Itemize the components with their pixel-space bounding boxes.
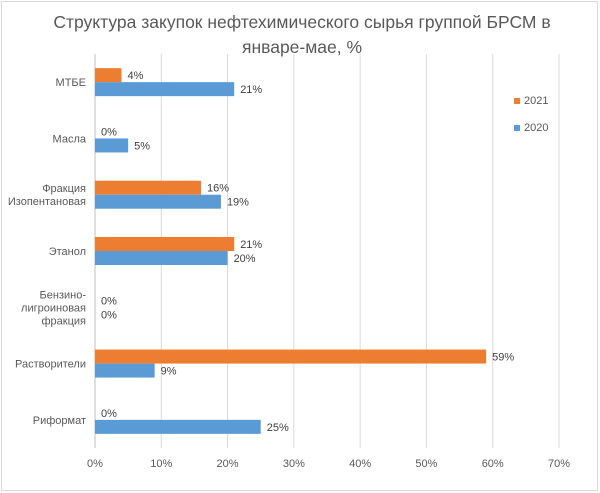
x-tick-label: 40% — [349, 458, 371, 470]
bar-2020 — [95, 419, 261, 434]
bar-2020 — [95, 251, 228, 265]
bar-2020 — [95, 363, 155, 378]
bar-2021 — [95, 237, 235, 251]
data-label: 59% — [492, 352, 514, 364]
bar-2020 — [95, 138, 129, 153]
data-label: 21% — [240, 239, 262, 251]
category-label: Риформат — [33, 415, 86, 427]
x-tick-label: 30% — [283, 458, 305, 470]
category-label: фракция — [42, 315, 87, 327]
legend-label: 2020 — [524, 122, 548, 134]
data-label: 5% — [134, 140, 150, 152]
x-tick-label: 60% — [482, 458, 504, 470]
category-label: Этанол — [49, 246, 86, 258]
data-label: 19% — [227, 197, 249, 209]
x-tick-label: 20% — [217, 458, 239, 470]
bar-2020 — [95, 194, 221, 209]
legend-swatch-2020 — [514, 125, 520, 131]
data-label: 16% — [207, 183, 229, 195]
x-tick-label: 70% — [548, 458, 570, 470]
bar-2021 — [95, 180, 202, 195]
legend-label: 2021 — [524, 95, 548, 107]
bar-2020 — [95, 82, 235, 97]
data-label: 0% — [101, 295, 117, 307]
bar-2021 — [95, 349, 487, 364]
data-label: 0% — [101, 309, 117, 321]
data-label: 9% — [161, 366, 177, 378]
data-label: 21% — [240, 84, 262, 96]
chart-title: Структура закупок нефтехимического сырья… — [53, 12, 551, 57]
category-label: Фракция — [42, 183, 86, 195]
data-label: 25% — [267, 422, 289, 434]
data-label: 4% — [128, 70, 144, 82]
data-label: 0% — [101, 126, 117, 138]
category-label: Изопентановая — [8, 196, 86, 208]
legend-swatch-2021 — [514, 98, 520, 104]
x-tick-label: 10% — [150, 458, 172, 470]
data-label: 0% — [101, 408, 117, 420]
category-label: Растворители — [15, 359, 86, 371]
category-label: Бензино- — [40, 289, 87, 301]
x-tick-label: 0% — [87, 458, 103, 470]
bar-2021 — [95, 68, 122, 83]
category-label: лигроиновая — [21, 302, 86, 314]
category-label: Масла — [53, 133, 87, 145]
x-tick-label: 50% — [415, 458, 437, 470]
data-label: 20% — [234, 253, 256, 265]
category-label: МТБЕ — [56, 77, 86, 89]
